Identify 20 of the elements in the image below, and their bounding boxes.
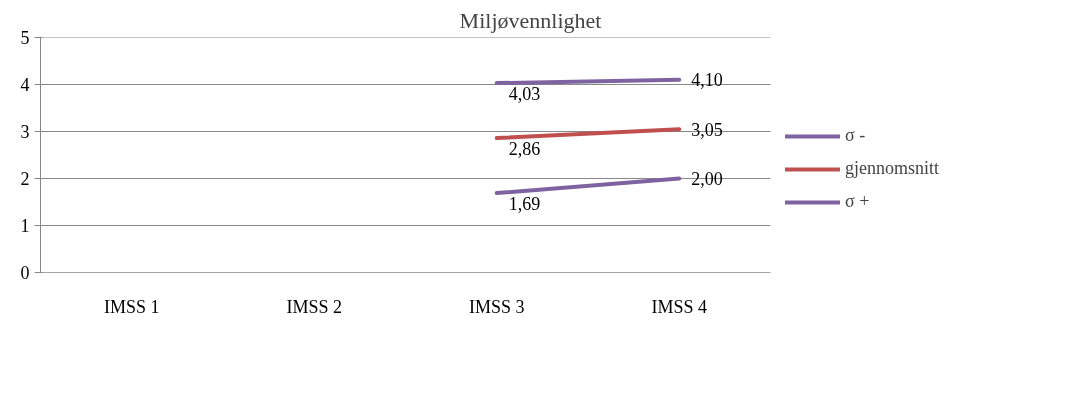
- y-tick-label: 1: [20, 216, 30, 236]
- y-tick-label: 4: [20, 75, 30, 95]
- data-label: 4,10: [691, 70, 723, 91]
- x-tick-label: IMSS 1: [103, 296, 160, 317]
- data-label: 4,03: [508, 84, 541, 105]
- legend-label: σ -: [845, 125, 866, 146]
- data-label: 1,69: [508, 194, 541, 215]
- x-tick-label: IMSS 4: [651, 296, 708, 317]
- data-label: 2,00: [691, 169, 723, 189]
- legend-label: σ +: [845, 191, 870, 212]
- x-tick-label: IMSS 3: [468, 296, 525, 317]
- y-tick-label: 0: [20, 263, 30, 283]
- data-label: 2,86: [508, 139, 541, 160]
- y-tick-label: 5: [20, 28, 30, 48]
- data-label: 3,05: [691, 119, 723, 140]
- x-tick-label: IMSS 2: [286, 296, 343, 317]
- y-tick-label: 2: [20, 169, 30, 189]
- legend-label: gjennomsnitt: [845, 158, 939, 179]
- y-tick-label: 3: [20, 122, 30, 142]
- chart-title: Miljøvennlighet: [459, 7, 602, 33]
